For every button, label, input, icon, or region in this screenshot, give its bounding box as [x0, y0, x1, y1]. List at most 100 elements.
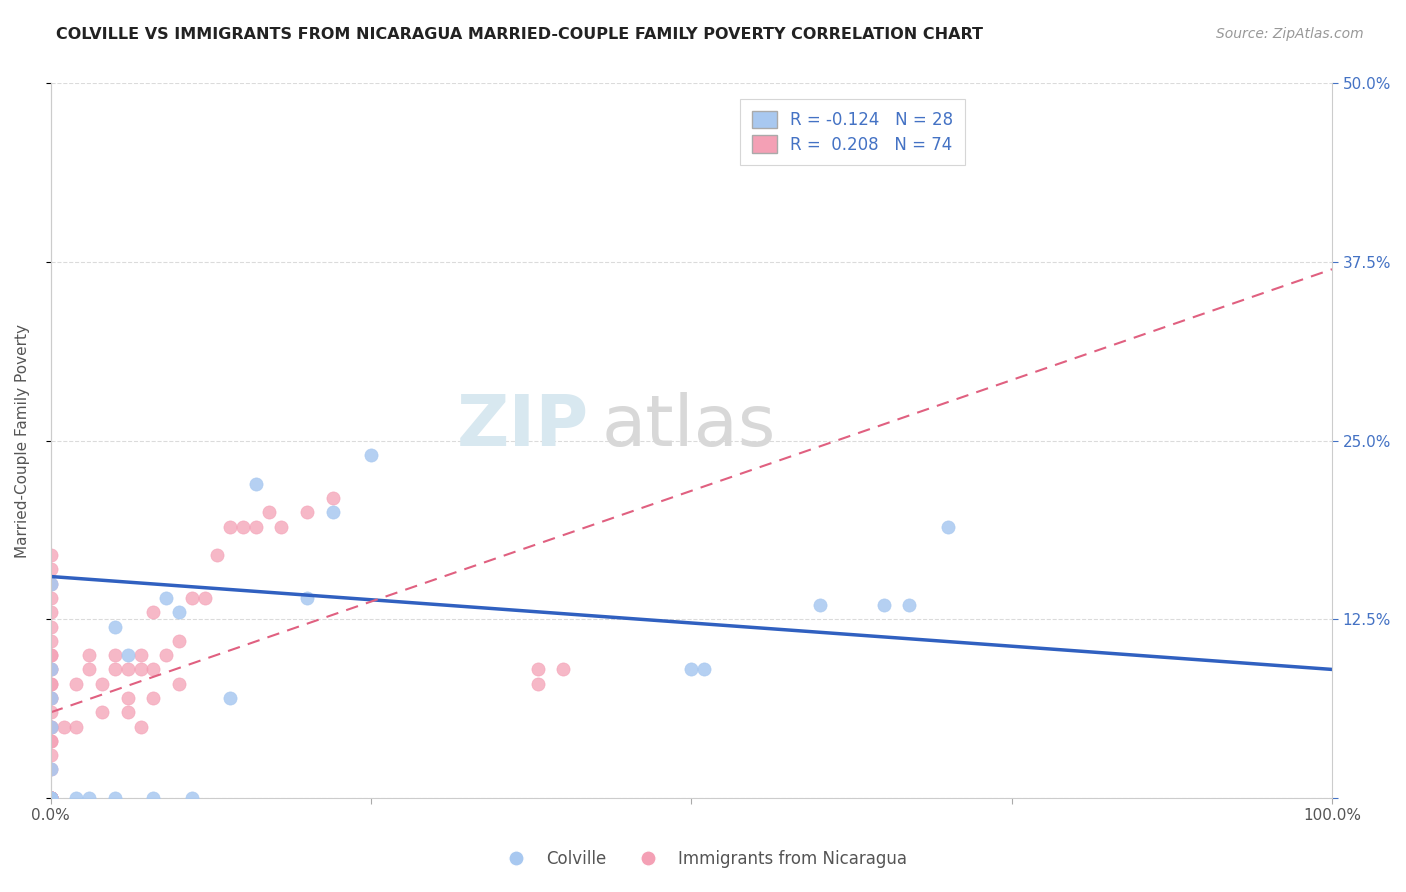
- Point: [39, 791, 62, 805]
- Point: [39, 791, 62, 805]
- Point: [167, 605, 190, 619]
- Point: [39, 791, 62, 805]
- Point: [39, 576, 62, 591]
- Point: [360, 448, 382, 462]
- Point: [322, 505, 344, 519]
- Point: [39, 791, 62, 805]
- Point: [104, 791, 127, 805]
- Point: [681, 662, 703, 676]
- Point: [39, 691, 62, 706]
- Text: atlas: atlas: [602, 392, 776, 461]
- Legend: R = -0.124   N = 28, R =  0.208   N = 74: R = -0.124 N = 28, R = 0.208 N = 74: [740, 99, 965, 165]
- Point: [142, 691, 165, 706]
- Point: [219, 519, 242, 533]
- Point: [39, 720, 62, 734]
- Point: [77, 791, 100, 805]
- Point: [39, 791, 62, 805]
- Point: [270, 519, 292, 533]
- Point: [77, 662, 100, 676]
- Point: [39, 734, 62, 748]
- Point: [245, 476, 267, 491]
- Point: [104, 662, 127, 676]
- Point: [808, 598, 831, 612]
- Point: [693, 662, 716, 676]
- Point: [39, 548, 62, 562]
- Point: [39, 720, 62, 734]
- Text: COLVILLE VS IMMIGRANTS FROM NICARAGUA MARRIED-COUPLE FAMILY POVERTY CORRELATION : COLVILLE VS IMMIGRANTS FROM NICARAGUA MA…: [56, 27, 983, 42]
- Point: [117, 706, 139, 720]
- Point: [39, 791, 62, 805]
- Point: [167, 633, 190, 648]
- Point: [39, 791, 62, 805]
- Point: [117, 648, 139, 662]
- Point: [257, 505, 280, 519]
- Point: [39, 791, 62, 805]
- Point: [322, 491, 344, 505]
- Point: [553, 662, 575, 676]
- Point: [65, 791, 87, 805]
- Point: [245, 519, 267, 533]
- Point: [39, 791, 62, 805]
- Point: [872, 598, 894, 612]
- Point: [180, 791, 202, 805]
- Point: [142, 605, 165, 619]
- Point: [117, 662, 139, 676]
- Point: [526, 677, 548, 691]
- Point: [898, 598, 921, 612]
- Point: [39, 791, 62, 805]
- Point: [155, 648, 177, 662]
- Point: [104, 619, 127, 633]
- Point: [39, 662, 62, 676]
- Point: [180, 591, 202, 605]
- Point: [526, 662, 548, 676]
- Point: [39, 720, 62, 734]
- Point: [39, 748, 62, 763]
- Point: [39, 791, 62, 805]
- Point: [39, 677, 62, 691]
- Point: [219, 691, 242, 706]
- Point: [91, 706, 114, 720]
- Point: [39, 662, 62, 676]
- Point: [129, 648, 152, 662]
- Point: [129, 720, 152, 734]
- Point: [77, 648, 100, 662]
- Point: [39, 691, 62, 706]
- Point: [39, 791, 62, 805]
- Point: [39, 633, 62, 648]
- Point: [39, 791, 62, 805]
- Point: [39, 619, 62, 633]
- Point: [39, 662, 62, 676]
- Point: [39, 791, 62, 805]
- Point: [39, 706, 62, 720]
- Legend: Colville, Immigrants from Nicaragua: Colville, Immigrants from Nicaragua: [492, 844, 914, 875]
- Point: [39, 691, 62, 706]
- Point: [155, 591, 177, 605]
- Text: Source: ZipAtlas.com: Source: ZipAtlas.com: [1216, 27, 1364, 41]
- Point: [167, 677, 190, 691]
- Point: [91, 677, 114, 691]
- Point: [194, 591, 217, 605]
- Point: [39, 791, 62, 805]
- Point: [39, 791, 62, 805]
- Point: [39, 648, 62, 662]
- Point: [295, 591, 318, 605]
- Point: [142, 662, 165, 676]
- Point: [39, 720, 62, 734]
- Point: [142, 791, 165, 805]
- Point: [117, 691, 139, 706]
- Point: [39, 791, 62, 805]
- Point: [39, 763, 62, 777]
- Point: [39, 605, 62, 619]
- Point: [39, 791, 62, 805]
- Point: [39, 791, 62, 805]
- Point: [207, 548, 229, 562]
- Point: [39, 677, 62, 691]
- Point: [232, 519, 254, 533]
- Point: [39, 562, 62, 576]
- Point: [65, 720, 87, 734]
- Point: [39, 591, 62, 605]
- Point: [39, 791, 62, 805]
- Point: [65, 677, 87, 691]
- Point: [39, 763, 62, 777]
- Point: [39, 648, 62, 662]
